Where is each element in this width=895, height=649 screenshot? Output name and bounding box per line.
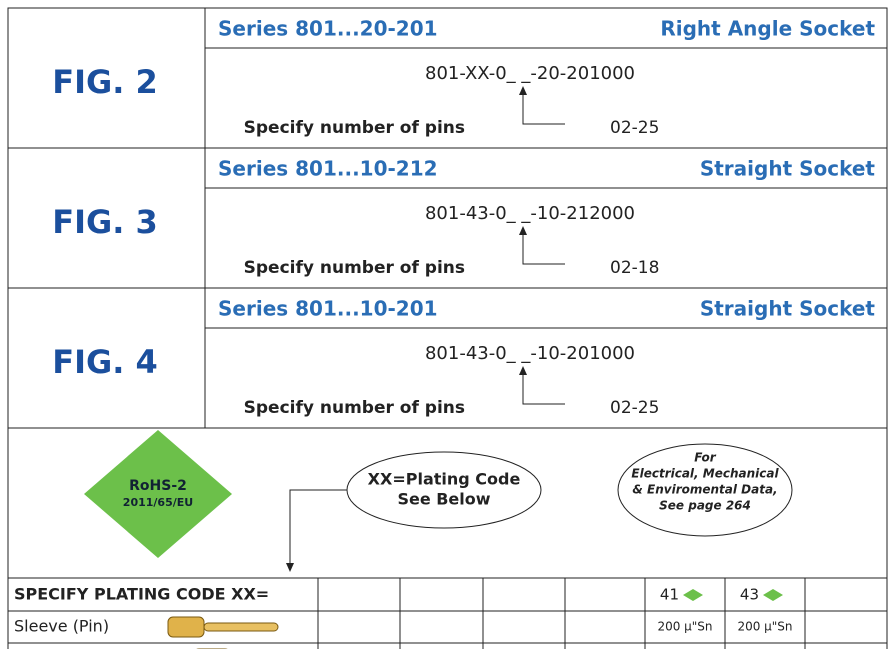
pointer-arrow xyxy=(519,366,565,405)
table-header: SPECIFY PLATING CODE XX= xyxy=(14,585,269,604)
plating-note-text: XX=Plating Code xyxy=(368,470,521,489)
data-note-text: For xyxy=(694,451,717,465)
figure-label: FIG. 4 xyxy=(52,343,158,381)
rohs-line1: RoHS-2 xyxy=(129,478,187,494)
series-title: Series 801...10-212 xyxy=(218,157,438,181)
pin-icon-body xyxy=(167,616,205,638)
pointer-arrow xyxy=(519,226,565,265)
data-note-bubble xyxy=(617,443,793,537)
data-note-text: Electrical, Mechanical xyxy=(631,467,779,481)
socket-type: Straight Socket xyxy=(700,297,876,321)
data-note-text: & Enviromental Data, xyxy=(632,483,777,497)
rohs-diamond xyxy=(84,430,232,558)
pin-range: 02-25 xyxy=(610,398,659,418)
row-label: Sleeve (Pin) xyxy=(14,617,109,636)
specify-label: Specify number of pins xyxy=(244,118,465,138)
part-number: 801-43-0_ _-10-201000 xyxy=(425,343,635,364)
rohs-line2: 2011/65/EU xyxy=(123,496,193,509)
figure-label: FIG. 3 xyxy=(52,203,158,241)
specify-label: Specify number of pins xyxy=(244,258,465,278)
socket-type: Right Angle Socket xyxy=(660,17,875,41)
part-number: 801-XX-0_ _-20-201000 xyxy=(425,63,635,84)
data-note-text: See page 264 xyxy=(659,499,751,513)
plating-note-text: See Below xyxy=(397,490,490,509)
plating-code: 43 xyxy=(740,586,759,604)
pin-icon-tail xyxy=(203,622,279,632)
figure-label: FIG. 2 xyxy=(52,63,158,101)
pointer-arrow xyxy=(519,86,565,125)
series-title: Series 801...10-201 xyxy=(218,297,438,321)
pin-range: 02-18 xyxy=(610,258,659,278)
rohs-mark xyxy=(763,589,783,601)
part-number: 801-43-0_ _-10-212000 xyxy=(425,203,635,224)
plating-arrow xyxy=(286,489,347,572)
plating-spec: 200 µ"Sn xyxy=(657,620,712,634)
specify-label: Specify number of pins xyxy=(244,398,465,418)
rohs-mark xyxy=(683,589,703,601)
outer-border xyxy=(7,7,888,649)
socket-type: Straight Socket xyxy=(700,157,876,181)
plating-spec: 200 µ"Sn xyxy=(737,620,792,634)
series-title: Series 801...20-201 xyxy=(218,17,438,41)
pin-range: 02-25 xyxy=(610,118,659,138)
plating-code: 41 xyxy=(660,586,679,604)
